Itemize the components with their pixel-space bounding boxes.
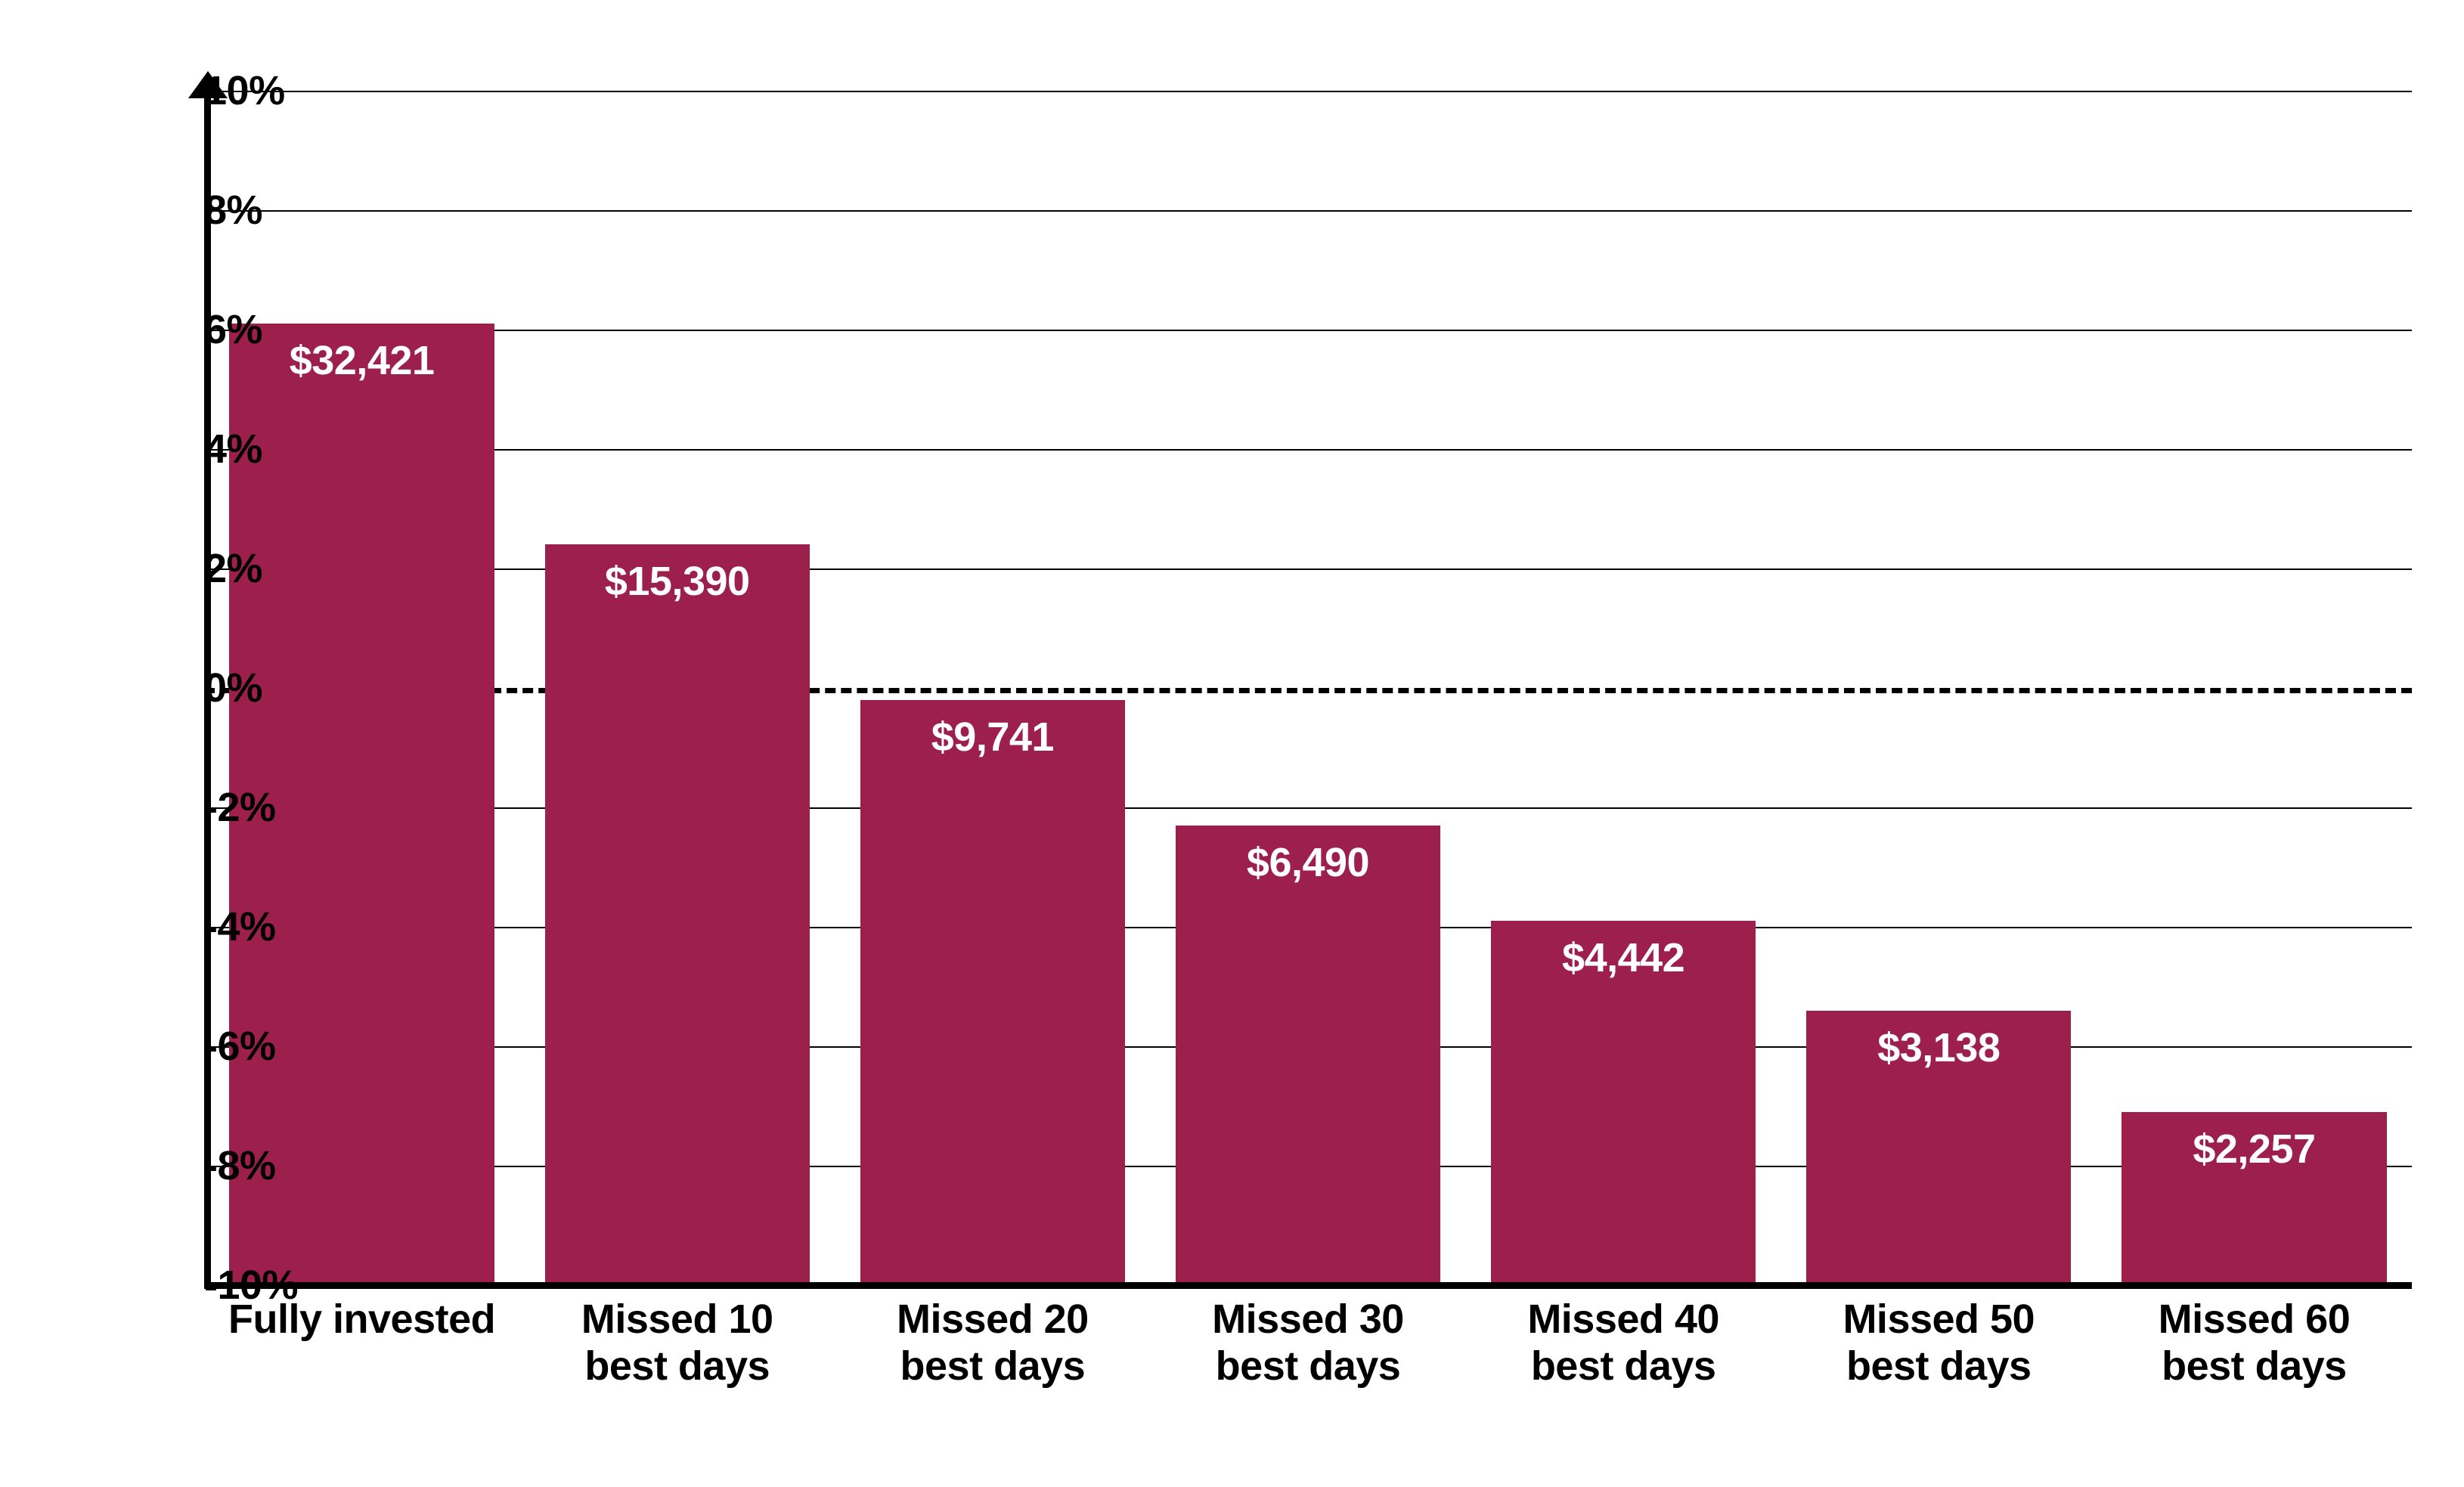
bar-slot: $2,257	[2097, 91, 2412, 1285]
y-tick-label: 10%	[204, 67, 218, 114]
y-tick-label: 0%	[204, 665, 218, 711]
x-axis-label: Missed 20best days	[835, 1296, 1150, 1389]
y-tick-label: 6%	[204, 306, 218, 353]
y-tick-label: 4%	[204, 426, 218, 472]
bar-value-label: $9,741	[835, 714, 1150, 761]
plot-area: $32,421$15,390$9,741$6,490$4,442$3,138$2…	[204, 91, 2412, 1285]
x-axis-label: Missed 40best days	[1466, 1296, 1781, 1389]
bar	[860, 700, 1125, 1285]
y-tick-label: 2%	[204, 545, 218, 592]
y-tick-label: -4%	[204, 903, 218, 950]
bar-slot: $9,741	[835, 91, 1150, 1285]
bar-slot: $3,138	[1781, 91, 2097, 1285]
y-tick-label: -6%	[204, 1023, 218, 1070]
x-axis-label: Missed 50best days	[1781, 1296, 2097, 1389]
x-axis-label: Missed 10best days	[519, 1296, 835, 1389]
bar-value-label: $4,442	[1466, 934, 1781, 981]
x-axis-label: Missed 30best days	[1150, 1296, 1465, 1389]
x-axis	[204, 1282, 2412, 1289]
x-axis-labels: Fully investedMissed 10best daysMissed 2…	[204, 1296, 2412, 1389]
x-axis-label: Fully invested	[204, 1296, 519, 1389]
x-axis-label: Missed 60best days	[2097, 1296, 2412, 1389]
chart-container: $32,421$15,390$9,741$6,490$4,442$3,138$2…	[0, 0, 2464, 1487]
bar-value-label: $2,257	[2097, 1126, 2412, 1173]
bar	[545, 544, 810, 1285]
bar-slot: $6,490	[1150, 91, 1465, 1285]
y-tick-label: -10%	[204, 1262, 218, 1309]
bar-slot: $4,442	[1466, 91, 1781, 1285]
y-tick-label: 8%	[204, 187, 218, 234]
bar-value-label: $15,390	[519, 558, 835, 605]
bar-value-label: $6,490	[1150, 839, 1465, 886]
bars-row: $32,421$15,390$9,741$6,490$4,442$3,138$2…	[204, 91, 2412, 1285]
bar-value-label: $3,138	[1781, 1024, 2097, 1071]
bar	[1176, 826, 1440, 1285]
bar-slot: $15,390	[519, 91, 835, 1285]
y-tick-label: -2%	[204, 784, 218, 831]
y-tick-label: -8%	[204, 1142, 218, 1189]
